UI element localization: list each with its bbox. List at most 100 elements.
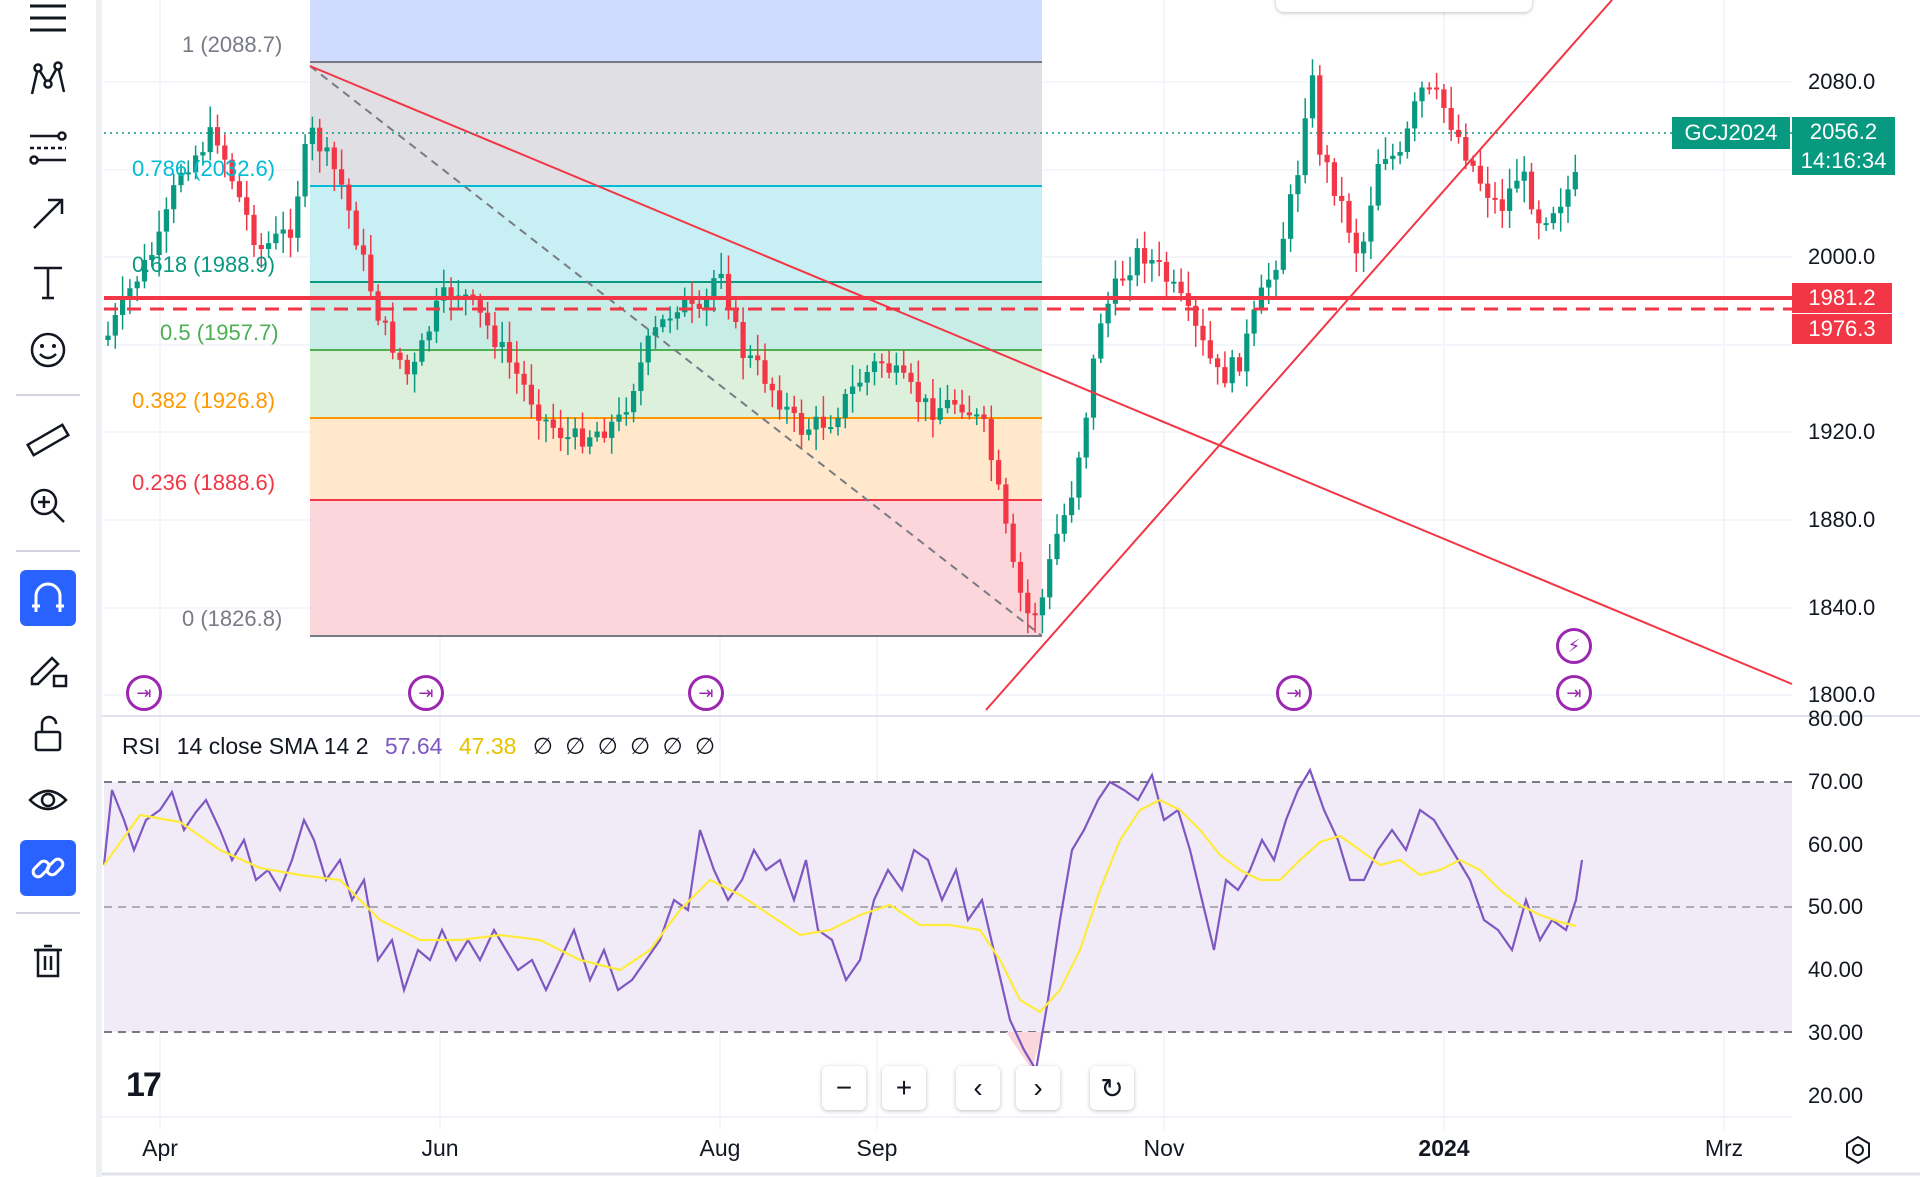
candle-body — [1492, 197, 1498, 200]
candle-body — [682, 298, 688, 313]
candle-body — [857, 382, 863, 387]
candle-body — [1426, 87, 1432, 90]
trash-icon[interactable] — [20, 932, 76, 988]
candle-body — [981, 414, 987, 420]
ruler-icon[interactable] — [20, 412, 76, 468]
candle-body — [1178, 281, 1184, 294]
fib-retracement[interactable] — [309, 0, 1043, 637]
candle-body — [1112, 278, 1118, 304]
scroll-back-button[interactable]: ‹ — [956, 1066, 1000, 1110]
zoom-out-button[interactable]: − — [822, 1066, 866, 1110]
candle-body — [1572, 171, 1578, 190]
candle-body — [923, 398, 929, 403]
candle-body — [258, 245, 264, 250]
candle-body — [280, 229, 286, 234]
candle-body — [550, 419, 556, 428]
candle-body — [1010, 523, 1016, 562]
candle-body — [1390, 155, 1396, 160]
scroll-forward-button[interactable]: › — [1016, 1066, 1060, 1110]
candle-body — [105, 335, 111, 340]
candle-body — [1448, 108, 1454, 130]
candle-body — [1251, 309, 1257, 334]
zoom-in-icon[interactable] — [20, 478, 76, 534]
candle-body — [944, 399, 951, 409]
candle-body — [287, 229, 294, 238]
drawing-toolbar — [0, 0, 96, 1177]
candle-body — [762, 360, 768, 384]
candle-body — [631, 390, 637, 413]
candle-body — [1434, 87, 1440, 90]
price-axis-label: 1840.0 — [1808, 595, 1876, 620]
candle-body — [820, 416, 826, 428]
candle-body — [368, 254, 374, 292]
unlock-icon[interactable] — [20, 706, 76, 762]
link-icon[interactable] — [20, 840, 76, 896]
candle-body — [1105, 303, 1111, 324]
candle-body — [1032, 613, 1038, 616]
candle-body — [1339, 195, 1345, 202]
reset-chart-button[interactable]: ↻ — [1090, 1066, 1134, 1110]
rsi-axis-label: 30.00 — [1808, 1020, 1864, 1045]
rsi-axis-label: 80.00 — [1808, 706, 1864, 731]
candle-body — [112, 314, 118, 336]
time-axis-label: Aug — [699, 1135, 741, 1161]
candle-body — [1229, 357, 1235, 384]
candle-body — [273, 233, 279, 244]
lightning-event-icon[interactable]: ⚡ — [1556, 628, 1592, 664]
candle-body — [638, 362, 644, 391]
emoji-icon[interactable] — [20, 322, 76, 378]
event-marker-icon[interactable]: ⇥ — [408, 675, 444, 711]
candle-body — [536, 404, 542, 421]
text-icon[interactable] — [20, 254, 76, 310]
candle-body — [813, 416, 819, 430]
menu-lines-icon[interactable] — [20, 0, 76, 46]
event-marker-icon[interactable]: ⇥ — [1556, 675, 1592, 711]
eye-icon[interactable] — [20, 772, 76, 828]
trend-lines[interactable] — [309, 0, 1793, 711]
zoom-in-button[interactable]: + — [882, 1066, 926, 1110]
candle-body — [1324, 154, 1330, 163]
candle-body — [1163, 261, 1170, 282]
event-marker-icon[interactable]: ⇥ — [688, 675, 724, 711]
event-marker-icon[interactable]: ⇥ — [126, 675, 162, 711]
rsi-name: RSI — [122, 733, 161, 759]
candle-body — [1222, 367, 1228, 384]
candle-body — [1288, 194, 1294, 239]
candle-body — [375, 291, 381, 321]
event-marker-icon[interactable]: ⇥ — [1276, 675, 1312, 711]
candle-body — [558, 427, 564, 438]
candle-body — [214, 127, 221, 146]
pattern-icon[interactable] — [20, 52, 76, 108]
rsi-legend[interactable]: RSI 14 close SMA 14 2 57.64 47.38 ∅ ∅ ∅ … — [122, 733, 721, 760]
magnet-icon[interactable] — [20, 570, 76, 626]
settings-gear-icon[interactable] — [1842, 1134, 1874, 1166]
arrow-icon[interactable] — [20, 186, 76, 242]
candle-body — [1061, 515, 1067, 534]
candle-body — [1331, 162, 1337, 196]
candle-body — [660, 319, 666, 328]
candle-body — [1543, 223, 1549, 226]
rsi-axis-label: 40.00 — [1808, 957, 1864, 982]
candle-body — [871, 361, 878, 372]
candle-body — [755, 355, 761, 361]
candle-body — [200, 152, 206, 156]
candle-body — [601, 431, 607, 438]
fib-tool-icon[interactable] — [20, 120, 76, 176]
rsi-na: ∅ — [662, 733, 683, 759]
candle-body — [448, 287, 454, 300]
rsi-axis-label: 70.00 — [1808, 769, 1864, 794]
lock-pencil-icon[interactable] — [20, 640, 76, 696]
fib-label-0382: 0.382 (1926.8) — [132, 388, 276, 413]
candle-body — [514, 362, 520, 374]
candle-body — [1397, 151, 1403, 156]
candle-body — [412, 361, 418, 375]
candle-body — [835, 417, 841, 428]
rsi-ma-line — [103, 798, 1577, 1014]
candle-body — [1090, 358, 1097, 418]
price-axis-label: 2000.0 — [1808, 244, 1876, 269]
candle-body — [229, 159, 235, 182]
candle-body — [1156, 260, 1162, 263]
candle-body — [266, 243, 272, 250]
candle-body — [134, 281, 140, 289]
